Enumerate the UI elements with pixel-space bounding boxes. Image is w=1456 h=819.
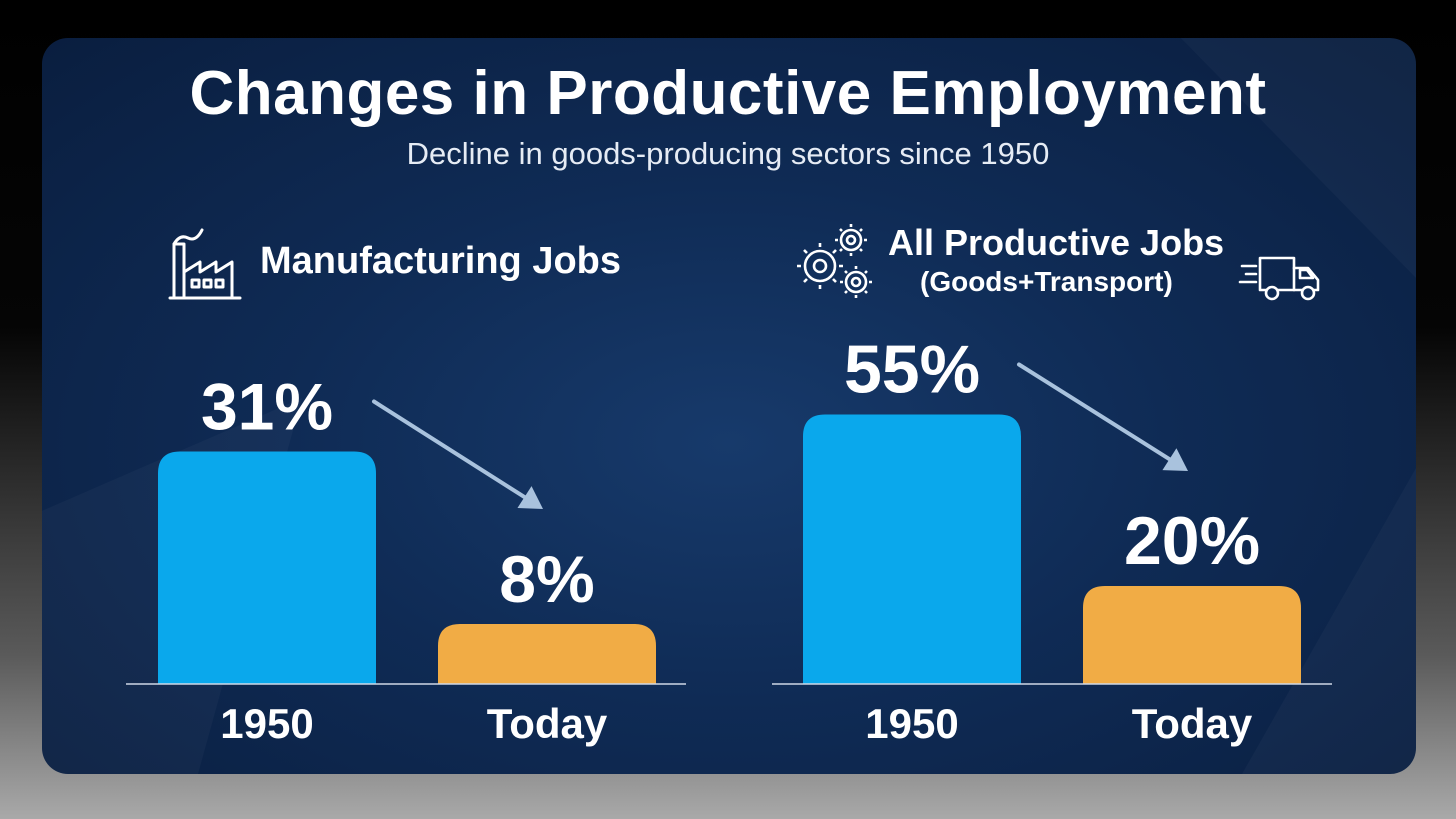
decline-arrowhead xyxy=(1162,448,1188,471)
value-label: 55% xyxy=(844,332,980,408)
value-label: 31% xyxy=(201,370,333,444)
productive-title: All Productive Jobs xyxy=(888,222,1225,263)
category-label: 1950 xyxy=(220,700,313,747)
category-label: Today xyxy=(487,700,608,747)
value-label: 8% xyxy=(499,542,594,616)
page-title: Changes in Productive Employment xyxy=(189,59,1267,128)
category-label: 1950 xyxy=(865,700,958,747)
productive-subtitle: (Goods+Transport) xyxy=(920,266,1173,297)
category-label: Today xyxy=(1132,700,1253,747)
bar-1950 xyxy=(158,451,376,684)
page-subtitle: Decline in goods-producing sectors since… xyxy=(406,136,1050,171)
value-label: 20% xyxy=(1124,503,1260,579)
gears-icon xyxy=(796,222,880,309)
bar-1950 xyxy=(803,414,1021,684)
bar-today xyxy=(1083,586,1301,684)
decline-arrow xyxy=(372,399,527,500)
decline-arrowhead xyxy=(517,486,543,509)
delivery-truck-icon xyxy=(1238,248,1324,309)
manufacturing-title: Manufacturing Jobs xyxy=(260,240,622,282)
factory-icon xyxy=(168,222,244,305)
bar-today xyxy=(438,624,656,684)
decline-arrow xyxy=(1017,362,1172,462)
